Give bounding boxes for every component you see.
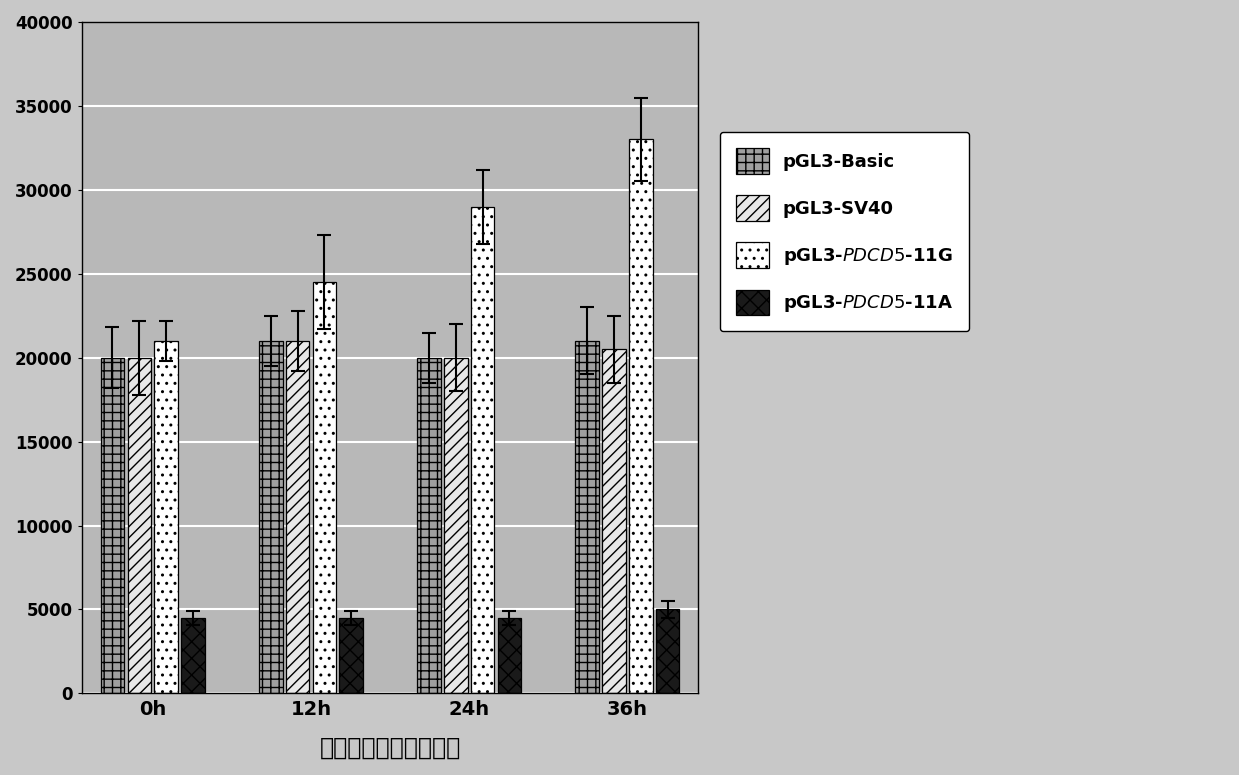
Bar xyxy=(498,618,522,694)
Bar xyxy=(181,618,204,694)
Bar xyxy=(155,341,178,694)
Bar xyxy=(655,609,679,694)
Legend: pGL3-Basic, pGL3-SV40, pGL3-$PDCD5$-11G, pGL3-$PDCD5$-11A: pGL3-Basic, pGL3-SV40, pGL3-$PDCD5$-11G,… xyxy=(720,132,969,332)
Bar xyxy=(629,140,653,694)
Bar xyxy=(100,358,124,694)
Bar xyxy=(128,358,151,694)
Bar xyxy=(286,341,310,694)
Bar xyxy=(602,350,626,694)
Bar xyxy=(418,358,441,694)
Bar xyxy=(259,341,282,694)
Bar xyxy=(444,358,467,694)
Bar xyxy=(339,618,363,694)
Bar xyxy=(575,341,598,694)
Bar xyxy=(312,282,336,694)
Bar xyxy=(471,207,494,694)
X-axis label: 撤血清后荧光素酶活性: 撤血清后荧光素酶活性 xyxy=(320,736,461,760)
